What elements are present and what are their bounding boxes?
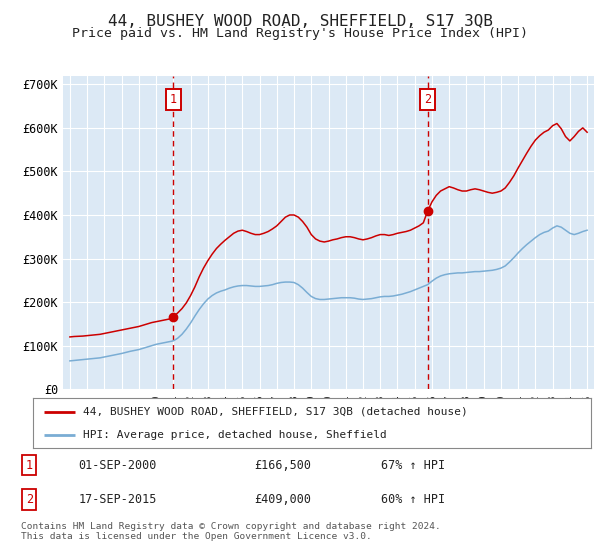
Text: 1: 1 [26, 459, 33, 472]
Text: 44, BUSHEY WOOD ROAD, SHEFFIELD, S17 3QB (detached house): 44, BUSHEY WOOD ROAD, SHEFFIELD, S17 3QB… [83, 407, 468, 417]
Text: £166,500: £166,500 [254, 459, 311, 472]
Text: Contains HM Land Registry data © Crown copyright and database right 2024.
This d: Contains HM Land Registry data © Crown c… [21, 522, 441, 542]
Text: 1: 1 [170, 93, 177, 106]
Text: HPI: Average price, detached house, Sheffield: HPI: Average price, detached house, Shef… [83, 430, 387, 440]
Text: 2: 2 [26, 493, 33, 506]
Text: 01-SEP-2000: 01-SEP-2000 [78, 459, 157, 472]
Text: 17-SEP-2015: 17-SEP-2015 [78, 493, 157, 506]
Text: 2: 2 [424, 93, 431, 106]
Text: £409,000: £409,000 [254, 493, 311, 506]
Text: 67% ↑ HPI: 67% ↑ HPI [380, 459, 445, 472]
Text: 60% ↑ HPI: 60% ↑ HPI [380, 493, 445, 506]
Text: Price paid vs. HM Land Registry's House Price Index (HPI): Price paid vs. HM Land Registry's House … [72, 27, 528, 40]
Text: 44, BUSHEY WOOD ROAD, SHEFFIELD, S17 3QB: 44, BUSHEY WOOD ROAD, SHEFFIELD, S17 3QB [107, 14, 493, 29]
